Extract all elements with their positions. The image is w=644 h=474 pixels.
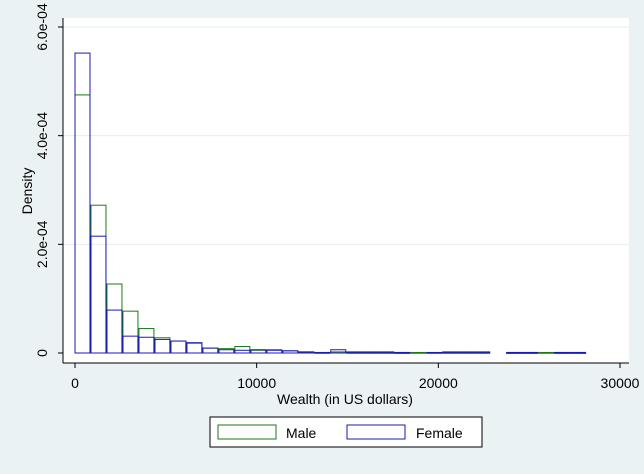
- bar-female: [218, 349, 235, 354]
- y-tick-label: 4.0e-04: [34, 112, 50, 160]
- legend-swatch-female: [346, 424, 406, 440]
- bar-female: [554, 351, 571, 354]
- bar-female: [282, 350, 299, 354]
- x-tick-label: 20000: [419, 375, 458, 391]
- bar-female: [234, 349, 251, 354]
- bar-female: [170, 340, 187, 354]
- x-tick-label: 30000: [601, 375, 640, 391]
- bar-female: [394, 351, 411, 354]
- tick-labels: 0 2.0e-04 4.0e-04 6.0e-04 0 10000 20000 30000: [34, 3, 640, 391]
- bar-female: [154, 338, 171, 354]
- bar-female: [202, 347, 219, 354]
- bar-female: [74, 52, 91, 354]
- bar-female: [186, 342, 203, 354]
- bar-female: [330, 349, 347, 354]
- bar-female: [250, 349, 267, 354]
- y-axis-title: Density: [19, 168, 35, 215]
- bar-female: [522, 351, 539, 354]
- axes: [62, 18, 629, 364]
- legend-label-female: Female: [416, 425, 463, 441]
- y-tick-label: 2.0e-04: [34, 220, 50, 268]
- bar-male: [410, 351, 427, 354]
- legend-label-male: Male: [286, 425, 317, 441]
- legend-box: [209, 416, 483, 448]
- bar-female: [458, 351, 475, 354]
- legend: Male Female: [209, 416, 483, 448]
- bar-female: [266, 349, 283, 354]
- bar-female: [298, 351, 315, 354]
- bar-female: [346, 351, 363, 354]
- grid-lines: [63, 26, 629, 245]
- bar-female: [138, 336, 155, 354]
- y-tick-label: 0: [34, 349, 50, 357]
- bar-female: [378, 351, 395, 354]
- plot-area: [63, 18, 629, 363]
- bar-female: [362, 351, 379, 354]
- histogram-bars: [74, 52, 587, 354]
- bar-female: [474, 351, 491, 354]
- bar-female: [570, 351, 587, 354]
- bar-male: [538, 351, 555, 354]
- bar-female: [106, 309, 123, 354]
- bar-female: [314, 351, 331, 354]
- bar-female: [506, 351, 523, 354]
- bar-female: [426, 351, 443, 354]
- bar-female: [90, 235, 107, 354]
- x-axis-title: Wealth (in US dollars): [277, 391, 413, 407]
- y-tick-label: 6.0e-04: [34, 3, 50, 51]
- legend-swatch-male: [217, 424, 277, 440]
- x-tick-label: 10000: [237, 375, 276, 391]
- bar-female: [122, 335, 139, 354]
- bar-female: [442, 351, 459, 354]
- x-tick-label: 0: [71, 375, 79, 391]
